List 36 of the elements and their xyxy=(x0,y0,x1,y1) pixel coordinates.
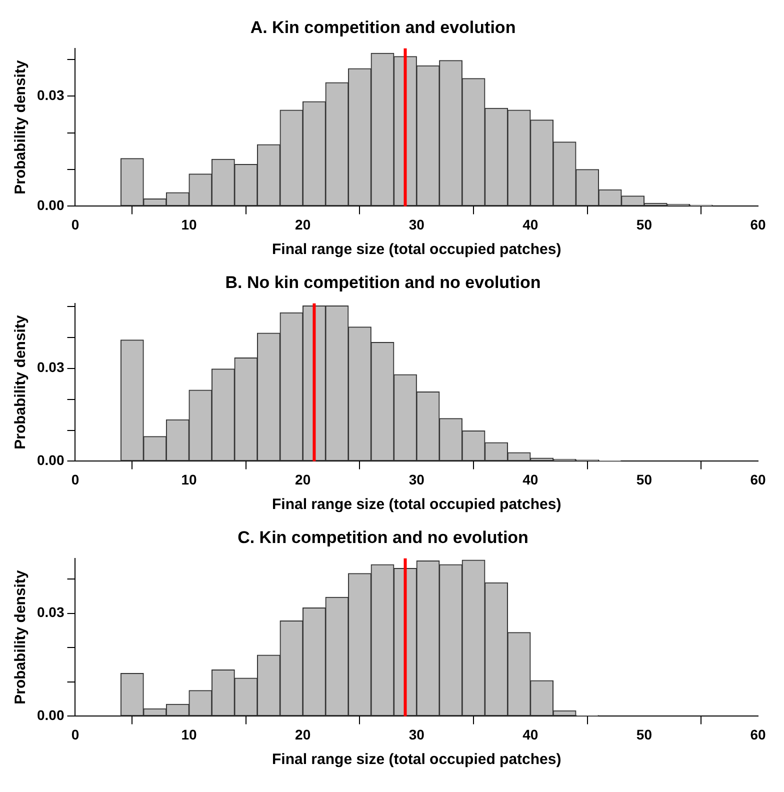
y-tick-label: 0.03 xyxy=(37,86,64,103)
x-tick-label: 20 xyxy=(295,471,311,488)
x-tick-label: 40 xyxy=(522,471,538,488)
x-axis-title: Final range size (total occupied patches) xyxy=(272,751,562,768)
x-tick-label: 40 xyxy=(522,726,538,742)
y-tick-label: 0.03 xyxy=(37,359,64,376)
x-tick-label: 60 xyxy=(750,726,766,742)
x-axis-title: Final range size (total occupied patches) xyxy=(272,496,562,514)
y-axis-title: Probability density xyxy=(12,314,30,450)
x-tick-label: 10 xyxy=(181,471,198,488)
x-tick-label: 30 xyxy=(408,216,425,232)
x-tick-label: 50 xyxy=(636,216,652,232)
x-axis-title: Final range size (total occupied patches) xyxy=(272,241,562,258)
x-tick-label: 60 xyxy=(750,216,766,232)
y-tick-label: 0.03 xyxy=(37,604,64,620)
x-tick-label: 20 xyxy=(295,216,311,232)
chart-title: A. Kin competition and evolution xyxy=(250,18,516,37)
x-tick-label: 0 xyxy=(71,216,80,232)
x-tick-label: 20 xyxy=(295,726,311,742)
x-tick-label: 50 xyxy=(636,726,652,742)
chart-title: B. No kin competition and no evolution xyxy=(225,272,541,292)
y-tick-label: 0.00 xyxy=(37,452,64,468)
y-tick-label: 0.00 xyxy=(37,707,64,724)
x-tick-label: 60 xyxy=(750,471,766,488)
x-tick-label: 0 xyxy=(71,726,80,742)
x-tick-label: 40 xyxy=(522,216,538,232)
chart-title: C. Kin competition and no evolution xyxy=(238,528,528,547)
x-tick-label: 50 xyxy=(636,471,652,488)
x-tick-label: 30 xyxy=(408,726,425,742)
x-tick-label: 0 xyxy=(71,471,80,488)
x-tick-label: 10 xyxy=(181,216,198,232)
y-axis-title: Probability density xyxy=(12,60,30,194)
x-tick-label: 30 xyxy=(408,471,425,488)
x-tick-label: 10 xyxy=(181,726,198,742)
y-tick-label: 0.00 xyxy=(37,197,64,214)
y-axis-title: Probability density xyxy=(12,570,30,704)
